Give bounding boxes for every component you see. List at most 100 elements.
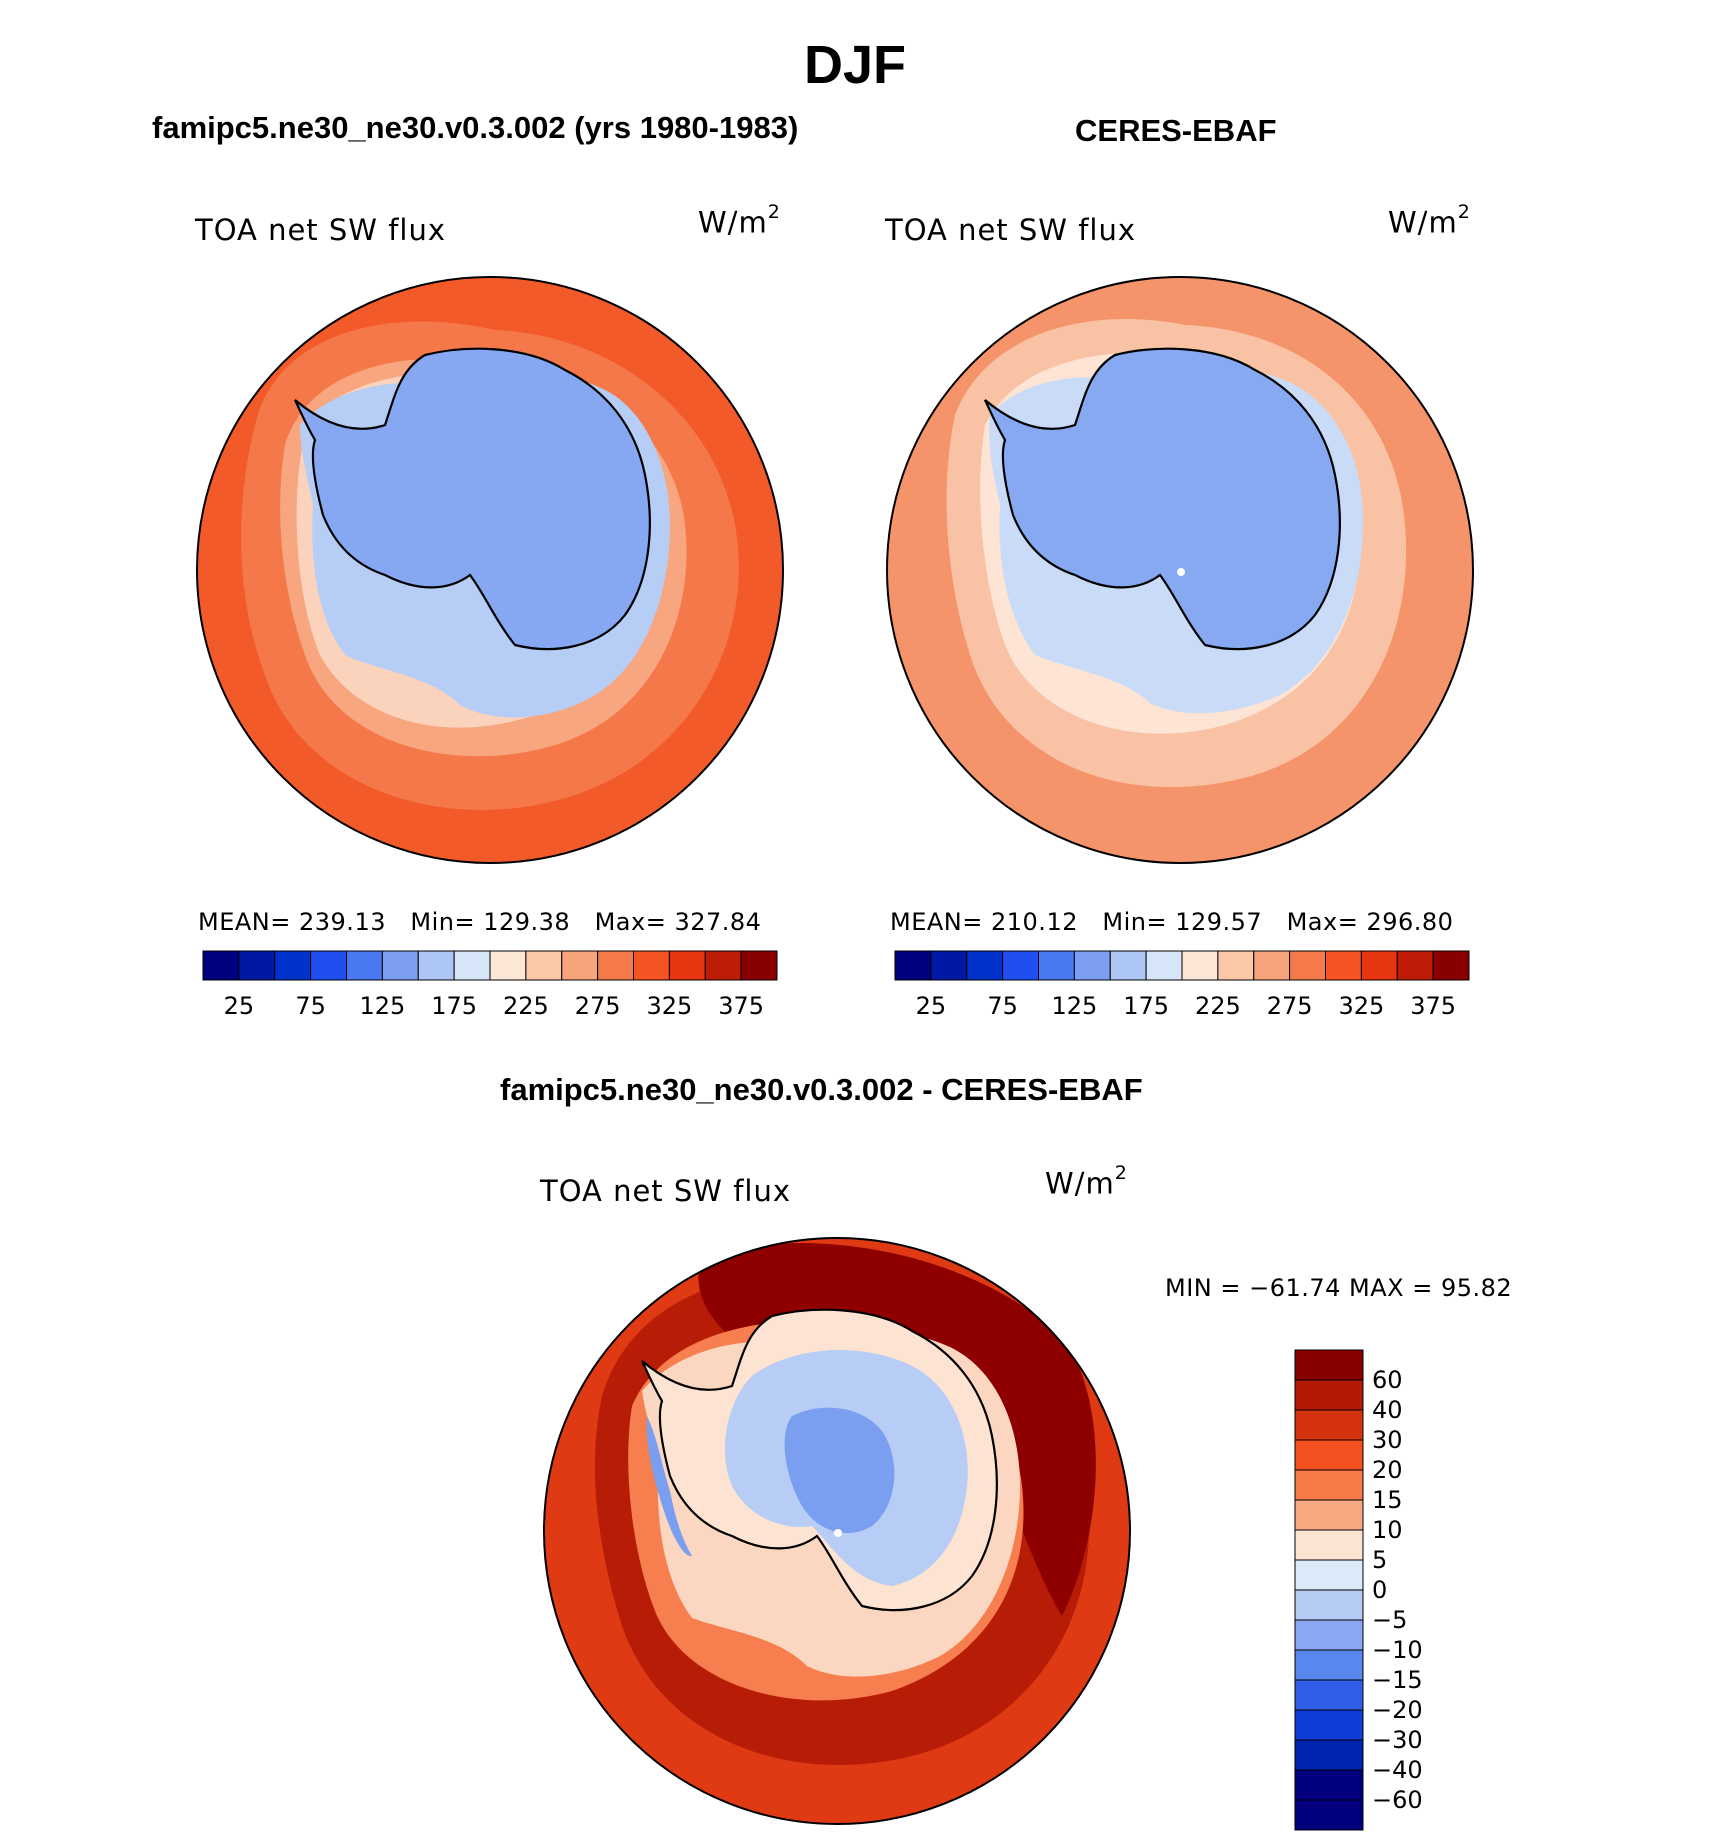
panel-1-colorbar-swatch	[417, 950, 455, 981]
panel-1-colorbar-tick-label: 225	[502, 992, 549, 1020]
coastline	[984, 347, 1341, 651]
panel-3-colorbar-tick-label: 5	[1372, 1546, 1388, 1574]
panel-2-variable-label: TOA net SW flux	[885, 213, 1137, 247]
panel-3-colorbar-swatch	[1294, 1709, 1364, 1741]
panel-2-polar-map	[886, 276, 1474, 864]
panel-2-colorbar-swatch	[1432, 950, 1470, 981]
panel-1-colorbar-swatch	[346, 950, 383, 981]
panel-1-colorbar-swatch	[310, 950, 347, 981]
panel-1-colorbar-tick-label: 125	[359, 992, 406, 1020]
panel-2-colorbar-swatch	[1109, 950, 1147, 981]
coastline	[641, 1308, 998, 1612]
panel-1-colorbar-swatch	[453, 950, 491, 981]
panel-2-colorbar-swatch	[1325, 950, 1362, 981]
panel-3-colorbar-swatch	[1294, 1379, 1364, 1411]
panel-2-colorbar-swatch	[930, 950, 968, 981]
panel-1-colorbar-swatch	[561, 950, 599, 981]
panel-1-colorbar-swatch	[704, 950, 742, 981]
panel-3-colorbar-labels: 60 40 30 20 15 10 5 0 −5 −10 −15 −20 −30 −40 −60	[1372, 1350, 1462, 1830]
diff-land-core	[784, 1407, 895, 1534]
panel-3-colorbar-tick-label: 10	[1372, 1516, 1403, 1544]
panel-1-units-label: W/m2	[698, 201, 781, 240]
panel-2-colorbar-swatch	[894, 950, 932, 981]
panel-1-colorbar-tick-label: 325	[646, 992, 693, 1020]
panel-2-colorbar-swatch	[966, 950, 1004, 981]
panel-1-colorbar-swatch	[202, 950, 240, 981]
panel-1-colorbar-swatch	[633, 950, 670, 981]
panel-1-colorbar-swatch	[740, 950, 778, 981]
panel-3-colorbar-swatch	[1294, 1349, 1364, 1381]
panel-2-colorbar-tick-label: 25	[915, 992, 947, 1020]
panel-3-colorbar-tick-label: 20	[1372, 1456, 1403, 1484]
panel-1-colorbar-tick-label: 75	[295, 992, 326, 1020]
map-boundary-circle	[196, 276, 784, 864]
panel-2-colorbar-tick-label: 375	[1410, 992, 1457, 1020]
panel-3-colorbar-tick-label: 30	[1372, 1426, 1403, 1454]
panel-3-colorbar-tick-label: −15	[1372, 1666, 1423, 1694]
panel-3-colorbar-tick-label: −60	[1372, 1786, 1423, 1814]
panel-3-colorbar	[1294, 1349, 1364, 1831]
panel-2-colorbar-tick-label: 325	[1338, 992, 1385, 1020]
panel-2-units-label: W/m2	[1388, 201, 1471, 240]
panel-3-colorbar-swatch	[1294, 1469, 1364, 1501]
panel-2-colorbar-swatch	[1396, 950, 1434, 981]
panel-1-colorbar-tick-label: 175	[431, 992, 478, 1020]
panel-2-colorbar-tick-label: 275	[1266, 992, 1313, 1020]
panel-1-colorbar-swatch	[274, 950, 312, 981]
panel-2-colorbar-swatch	[1073, 950, 1111, 981]
coastline	[294, 347, 651, 651]
panel-2-colorbar-swatch	[1253, 950, 1291, 981]
diff-coastal-negative	[646, 1416, 692, 1557]
south-pole-marker	[1177, 568, 1185, 576]
panel-3-colorbar-swatch	[1294, 1589, 1364, 1621]
panel-2-colorbar-swatch	[1038, 950, 1075, 981]
panel-3-colorbar-swatch	[1294, 1409, 1364, 1441]
panel-3-colorbar-swatch	[1294, 1769, 1364, 1801]
panel-1-colorbar-swatch	[381, 950, 419, 981]
panel-3-colorbar-swatch	[1294, 1619, 1364, 1651]
panel-2-colorbar-tick-label: 75	[987, 992, 1018, 1020]
panel-3-colorbar-swatch	[1294, 1679, 1364, 1711]
panel-3-colorbar-tick-label: −30	[1372, 1726, 1423, 1754]
panel-1-colorbar-labels: 25 75 125 175 225 275 325 375	[203, 992, 777, 1022]
panel-1-polar-map	[196, 276, 784, 864]
south-pole-marker	[834, 1529, 842, 1537]
panel-3-colorbar-swatch	[1294, 1559, 1364, 1591]
panel-2-colorbar-swatch	[1217, 950, 1255, 981]
panel-3-variable-label: TOA net SW flux	[540, 1174, 792, 1208]
panel-3-colorbar-tick-label: −40	[1372, 1756, 1423, 1784]
panel-2-colorbar-swatch	[1289, 950, 1326, 981]
panel-2-colorbar-swatch	[1145, 950, 1183, 981]
panel-1-colorbar-swatch	[238, 950, 276, 981]
panel-1-colorbar-tick-label: 275	[574, 992, 621, 1020]
panel-3-colorbar-swatch	[1294, 1649, 1364, 1681]
panel-3-minmax: MIN = −61.74 MAX = 95.82	[1165, 1274, 1513, 1302]
panel-3-colorbar-tick-label: 60	[1372, 1366, 1403, 1394]
panel-2-colorbar-swatch	[1360, 950, 1398, 981]
panel-1-stats: MEAN= 239.13 Min= 129.38 Max= 327.84	[198, 908, 762, 936]
panel-1-colorbar	[202, 950, 778, 981]
panel-3-title: famipc5.ne30_ne30.v0.3.002 - CERES-EBAF	[500, 1072, 1143, 1107]
panel-2-colorbar-tick-label: 125	[1051, 992, 1098, 1020]
panel-3-colorbar-tick-label: 40	[1372, 1396, 1403, 1424]
panel-3-colorbar-tick-label: −5	[1372, 1606, 1408, 1634]
panel-3-colorbar-swatch	[1294, 1439, 1364, 1471]
panel-3-colorbar-tick-label: 15	[1372, 1486, 1403, 1514]
panel-2-colorbar-swatch	[1181, 950, 1219, 981]
panel-2-stats: MEAN= 210.12 Min= 129.57 Max= 296.80	[890, 908, 1454, 936]
panel-3-colorbar-swatch	[1294, 1799, 1364, 1831]
panel-3-colorbar-tick-label: −10	[1372, 1636, 1423, 1664]
figure-title: DJF	[803, 35, 906, 95]
panel-2-colorbar-swatch	[1002, 950, 1039, 981]
map-boundary-circle	[886, 276, 1474, 864]
panel-2-colorbar-tick-label: 175	[1123, 992, 1170, 1020]
panel-3-colorbar-tick-label: −20	[1372, 1696, 1423, 1724]
panel-3-colorbar-swatch	[1294, 1529, 1364, 1561]
panel-3-colorbar-tick-label: 0	[1372, 1576, 1388, 1604]
panel-1-colorbar-swatch	[489, 950, 527, 981]
panel-3-polar-map	[543, 1237, 1131, 1825]
panel-2-colorbar	[894, 950, 1470, 981]
map-boundary-circle	[543, 1237, 1131, 1825]
panel-1-colorbar-tick-label: 25	[223, 992, 255, 1020]
panel-2-colorbar-tick-label: 225	[1194, 992, 1241, 1020]
